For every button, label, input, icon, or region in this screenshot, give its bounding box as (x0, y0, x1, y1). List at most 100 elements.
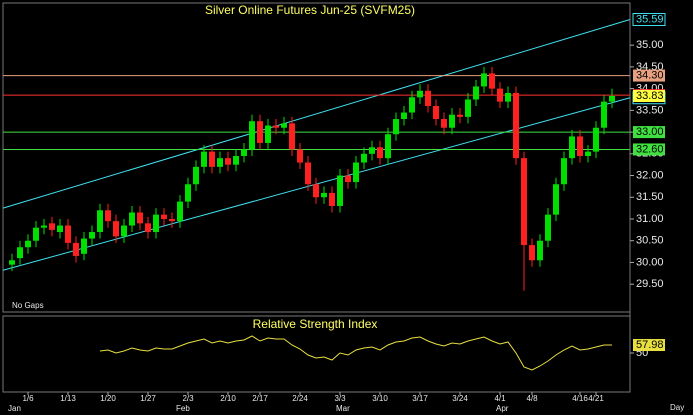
rsi-label: 57.98 (636, 339, 664, 351)
candle-body (353, 162, 359, 183)
price-label: 32.60 (636, 143, 664, 155)
x-tick-label: 4/8 (526, 394, 538, 403)
candle-body (81, 238, 87, 254)
candle-body (433, 106, 439, 120)
candle-body (409, 97, 415, 113)
candle-body (489, 73, 495, 89)
candle-body (161, 214, 167, 219)
month-label: Jan (8, 404, 21, 413)
x-tick-label: 2/24 (292, 394, 308, 403)
candle-body (401, 112, 407, 120)
x-tick-label: 4/1 (494, 394, 506, 403)
y-tick-label: 33.50 (636, 104, 664, 116)
x-tick-label: 2/10 (220, 394, 236, 403)
candle-body (57, 225, 63, 233)
candle-body (297, 149, 303, 163)
y-tick-label: 30.00 (636, 256, 664, 268)
candle-body (145, 223, 151, 233)
candle-body (177, 201, 183, 222)
candle-body (577, 136, 583, 156)
y-tick-label: 29.50 (636, 278, 664, 290)
candle-body (329, 192, 335, 206)
candle-body (345, 175, 351, 183)
price-label-box (633, 69, 665, 82)
candle-body (321, 192, 327, 198)
candle-body (289, 123, 295, 150)
candle-body (25, 240, 31, 248)
candle-body (193, 166, 199, 185)
candle-body (561, 158, 567, 185)
candle-body (97, 210, 103, 233)
x-tick-label: 2/3 (182, 394, 194, 403)
rsi-label-box (633, 339, 665, 352)
y-tick-label: 35.00 (636, 39, 664, 51)
candle-body (209, 151, 215, 167)
candle-body (545, 214, 551, 241)
price-label-box (633, 90, 665, 103)
candle-body (609, 96, 615, 102)
candle-body (105, 210, 111, 222)
x-tick-label: 2/17 (252, 394, 268, 403)
candle-body (481, 73, 487, 87)
x-tick-label: 3/3 (334, 394, 346, 403)
candle-body (601, 101, 607, 128)
x-tick-label: 4/21 (588, 394, 604, 403)
price-label: 33.83 (636, 90, 664, 102)
candle-body (553, 184, 559, 215)
candle-body (65, 225, 71, 243)
note: No Gaps (12, 301, 44, 310)
candle-body (441, 119, 447, 128)
candle-body (465, 99, 471, 117)
x-tick-label: 1/20 (100, 394, 116, 403)
candle-body (9, 260, 15, 265)
candle-body (233, 155, 239, 165)
month-label: Feb (176, 404, 190, 413)
month-label: Apr (496, 404, 509, 413)
candle-body (361, 153, 367, 163)
candle-body (369, 147, 375, 154)
price-label: 35.59 (636, 13, 664, 25)
x-tick-label: 1/27 (140, 394, 156, 403)
candle-body (241, 149, 247, 156)
candle-body (337, 175, 343, 206)
x-tick-label: 1/6 (22, 394, 34, 403)
month-label: Mar (336, 404, 350, 413)
candle-body (153, 214, 159, 233)
candle-body (33, 227, 39, 241)
y-tick-label: 32.00 (636, 169, 664, 181)
candle-body (393, 119, 399, 135)
rsi-title: Relative Strength Index (253, 317, 378, 331)
channel-line (2, 19, 631, 209)
rsi-line (99, 335, 613, 371)
y-tick-label: 31.50 (636, 191, 664, 203)
candle-body (129, 212, 135, 226)
candle-body (497, 88, 503, 102)
candle-body (593, 127, 599, 152)
candle-body (281, 123, 287, 128)
candle-body (257, 121, 263, 143)
candle-body (505, 92, 511, 102)
candle-body (457, 114, 463, 117)
candle-body (89, 232, 95, 239)
candle-body (537, 240, 543, 261)
x-tick-label: 3/24 (452, 394, 468, 403)
candle-body (113, 221, 119, 237)
x-tick-label: 1/13 (60, 394, 76, 403)
candle-body (585, 151, 591, 156)
candle-body (185, 184, 191, 202)
x-tick-label: 3/10 (372, 394, 388, 403)
candle-body (529, 245, 535, 261)
candle-body (377, 147, 383, 159)
candle-body (305, 162, 311, 185)
x-tick-label: 3/17 (412, 394, 428, 403)
candle-body (41, 225, 47, 228)
price-label-box (633, 143, 665, 156)
candle-body (217, 158, 223, 167)
candle-body (137, 212, 143, 224)
candle-body (265, 125, 271, 143)
candle-body (521, 158, 527, 246)
x-axis-label: Day (670, 403, 684, 412)
candle-body (17, 247, 23, 259)
price-label-box (632, 13, 666, 27)
